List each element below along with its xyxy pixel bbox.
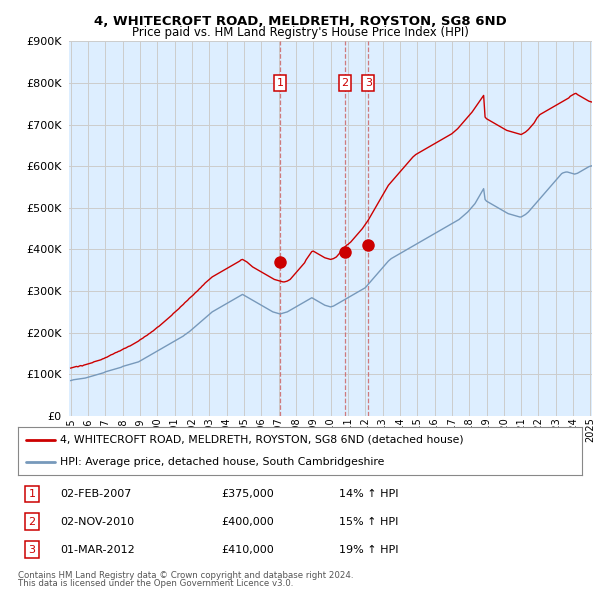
Text: HPI: Average price, detached house, South Cambridgeshire: HPI: Average price, detached house, Sout…: [60, 457, 385, 467]
Text: 2: 2: [341, 78, 349, 88]
Text: 19% ↑ HPI: 19% ↑ HPI: [340, 545, 399, 555]
Text: 3: 3: [365, 78, 371, 88]
Text: 1: 1: [277, 78, 284, 88]
Text: 4, WHITECROFT ROAD, MELDRETH, ROYSTON, SG8 6ND (detached house): 4, WHITECROFT ROAD, MELDRETH, ROYSTON, S…: [60, 435, 464, 445]
Text: 1: 1: [29, 489, 35, 499]
Text: Price paid vs. HM Land Registry's House Price Index (HPI): Price paid vs. HM Land Registry's House …: [131, 26, 469, 39]
Text: 01-MAR-2012: 01-MAR-2012: [60, 545, 135, 555]
Text: £375,000: £375,000: [221, 489, 274, 499]
Text: 02-FEB-2007: 02-FEB-2007: [60, 489, 131, 499]
Text: 02-NOV-2010: 02-NOV-2010: [60, 517, 134, 526]
Text: This data is licensed under the Open Government Licence v3.0.: This data is licensed under the Open Gov…: [18, 579, 293, 588]
Text: Contains HM Land Registry data © Crown copyright and database right 2024.: Contains HM Land Registry data © Crown c…: [18, 571, 353, 579]
Text: £410,000: £410,000: [221, 545, 274, 555]
Text: £400,000: £400,000: [221, 517, 274, 526]
Text: 3: 3: [29, 545, 35, 555]
Text: 14% ↑ HPI: 14% ↑ HPI: [340, 489, 399, 499]
Text: 15% ↑ HPI: 15% ↑ HPI: [340, 517, 399, 526]
Text: 2: 2: [29, 517, 35, 526]
Text: 4, WHITECROFT ROAD, MELDRETH, ROYSTON, SG8 6ND: 4, WHITECROFT ROAD, MELDRETH, ROYSTON, S…: [94, 15, 506, 28]
